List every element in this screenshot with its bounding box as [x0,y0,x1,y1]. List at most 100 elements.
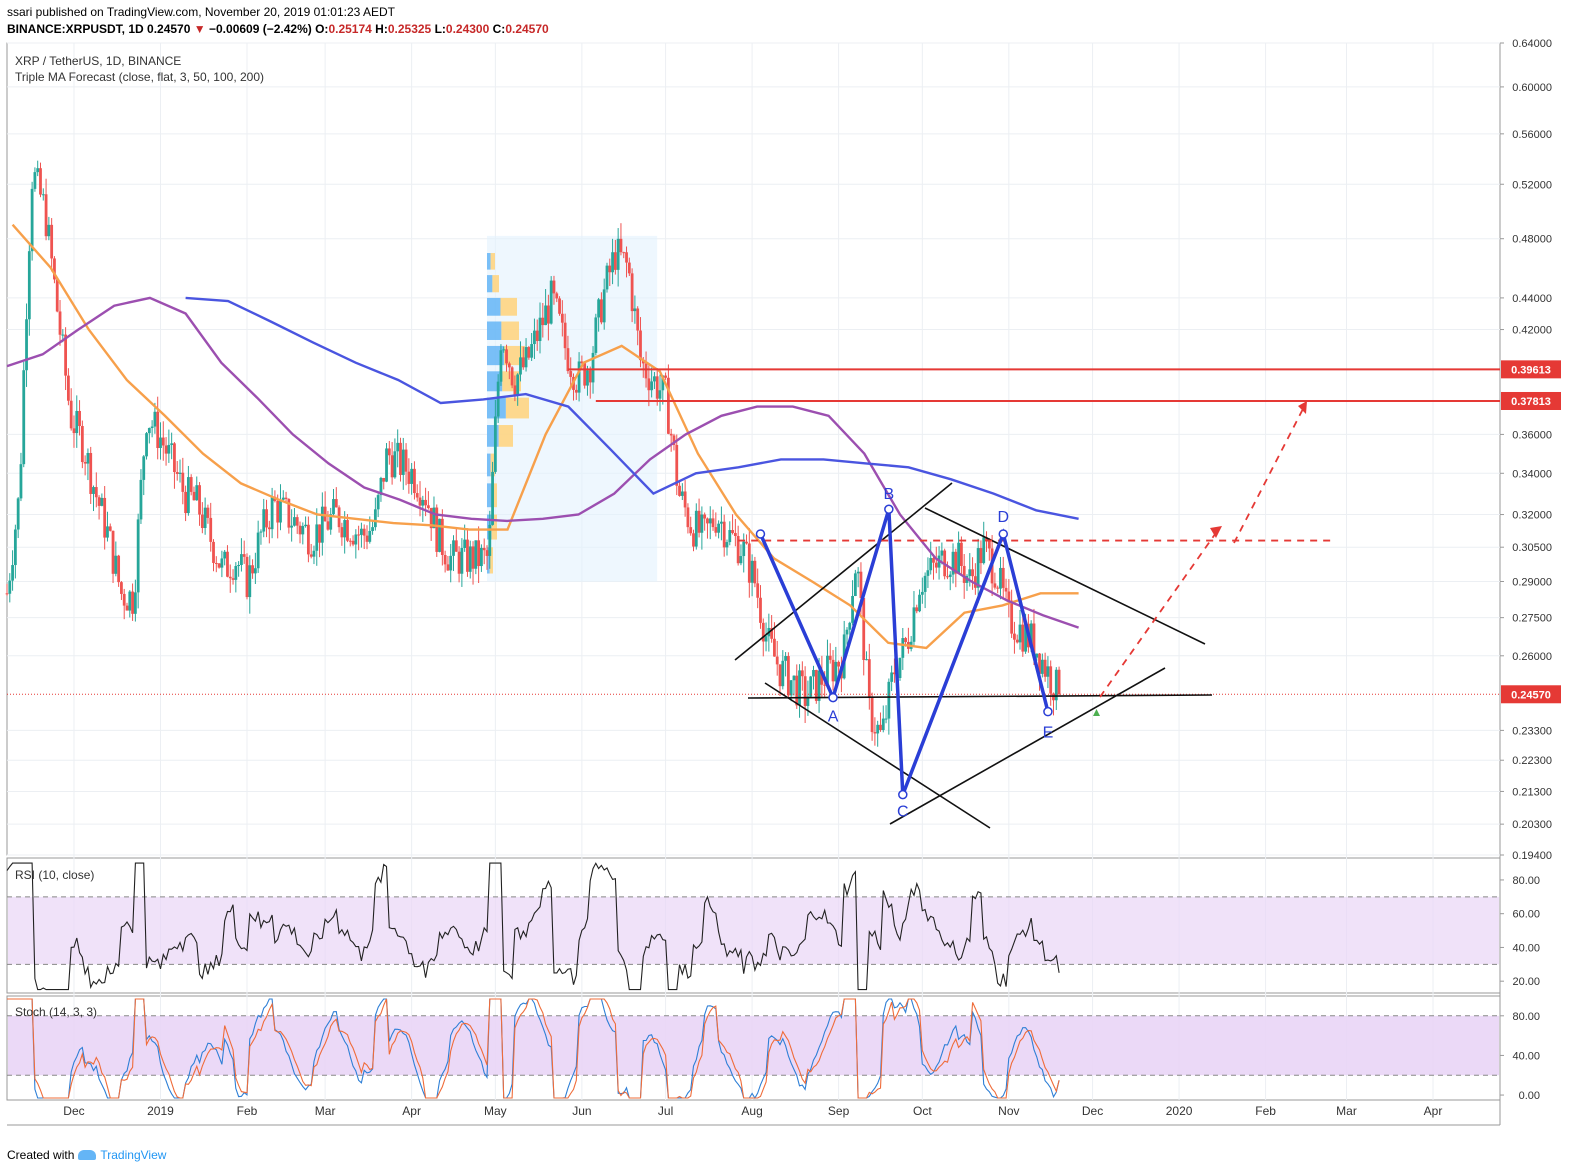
price-tag-label: 0.39613 [1511,364,1551,376]
candle-body [1054,669,1058,701]
candle-body [879,724,882,730]
footer-brand[interactable]: TradingView [100,1148,167,1162]
candle-body [1046,666,1050,677]
rsi-label: RSI (10, close) [15,868,94,882]
candle-body [290,525,294,528]
candle-body [262,509,266,532]
candle-body [594,317,598,353]
last-price: 0.24570 [147,22,191,36]
candle-body [145,433,148,457]
candle-body [728,530,732,543]
candle-body [574,389,578,393]
candle-body [234,566,238,580]
candle-body [1040,659,1044,674]
candle-body [5,593,9,595]
candle-body [686,507,690,528]
down-arrow-icon: ▼ [193,22,206,36]
candle-body [19,464,23,499]
candle-body [13,529,17,566]
candle-body [253,568,257,574]
candle-body [83,462,87,464]
candle-body [742,541,746,557]
candle-body [524,347,528,368]
candle-body [240,554,243,565]
stoch-tick-label: 0.00 [1519,1090,1540,1102]
candle-body [30,188,34,252]
open-value: 0.25174 [328,22,372,36]
candle-body [385,448,388,482]
candle-body [44,194,48,237]
time-tick-label: Dec [63,1104,84,1118]
candle-body [806,696,810,706]
candle-body [745,541,748,544]
candle-body [415,493,419,498]
pattern-node [998,529,1009,539]
candle-body [72,428,76,434]
candle-body [773,638,776,657]
price-tick-label: 0.22300 [1512,755,1552,767]
candle-body [438,518,441,552]
candle-body [549,280,553,324]
volume-bar-down [491,483,497,508]
candle-body [410,468,414,484]
candle-body [1007,591,1011,601]
candle-body [245,556,249,598]
candle-body [421,499,425,506]
candle-body [923,575,927,592]
arrowhead-1 [1210,526,1222,538]
candle-body [192,491,196,501]
pattern-node [828,692,838,703]
candle-body [117,555,121,583]
price-tag [1501,391,1561,410]
candle-body [362,528,366,536]
candle-body [323,506,327,522]
volume-bar-up [486,483,492,508]
trendline-lower-right [889,667,1166,825]
price-tick-label: 0.52000 [1512,179,1552,191]
candle-body [812,669,815,677]
candle-body [1057,669,1061,695]
volume-bar-up [486,453,491,477]
candle-body [334,499,338,508]
pattern-label-A: A [828,709,839,726]
candle-body [722,521,726,548]
candle-body [1038,653,1041,674]
candle-body [147,428,151,434]
candle-body [619,238,623,253]
candle-body [940,550,944,556]
price-tick-label: 0.60000 [1512,82,1552,94]
candle-body [1029,623,1033,648]
candle-body [404,449,408,472]
candle-body [516,374,520,396]
pattern-label-B: B [884,486,895,503]
candle-body [279,499,282,523]
candle-body [1010,600,1014,634]
candle-body [510,367,514,386]
candle-body [357,534,361,536]
candle-body [750,560,754,583]
candle-body [474,540,478,569]
candle-body [346,520,349,541]
candle-body [708,518,712,524]
volume-bar-down [505,397,529,419]
time-tick-label: Mar [1336,1104,1357,1118]
symbol-line: BINANCE:XRPUSDT, 1D 0.24570 ▼ −0.00609 (… [7,22,549,36]
price-tag [1501,360,1561,379]
candle-body [851,595,854,623]
candle-body [653,376,656,382]
candle-body [792,675,796,681]
candle-body [293,517,296,526]
candle-body [650,381,654,391]
candle-body [125,605,129,611]
candle-body [820,670,824,685]
time-tick-label: Apr [1424,1104,1443,1118]
candle-body [720,521,723,524]
candle-body [586,370,589,386]
candle-body [675,444,679,486]
candle-body [256,532,260,569]
time-tick-label: Nov [998,1104,1019,1118]
time-tick-label: Sep [828,1104,850,1118]
xabcde-pattern [758,508,1050,796]
candle-body [8,580,12,594]
